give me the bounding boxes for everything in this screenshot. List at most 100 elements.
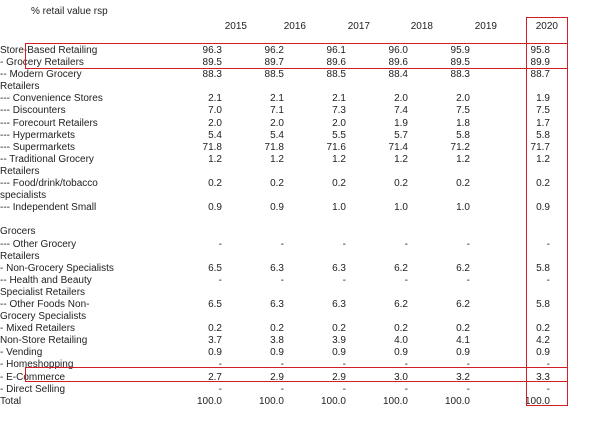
value-cell: 89.9 [530,57,550,69]
value-cell [470,311,550,323]
value-cell: 1.2 [332,153,346,165]
value-cell: 2.0 [332,117,346,129]
value-cell [222,311,284,323]
value-cell: 3.3 [536,371,550,383]
value-cell: 95.8 [530,45,550,56]
value-cell: 100.0 [444,395,470,407]
table-row: --- Other Grocery - - - - - - [0,239,550,251]
table-row: - Non-Grocery Specialists 6.5 6.3 6.3 6.2 6.2… [0,263,550,275]
value-cell [222,287,284,299]
value-cell: 100.0 [196,395,222,407]
value-cell: - [404,383,408,395]
value-cell: 6.3 [270,298,284,310]
year-header-row: 2015 2016 2017 2018 2019 2020 [0,21,596,33]
table-row: Non-Store Retailing 3.7 3.8 3.9 4.0 4.1 4.2 [0,335,550,347]
value-cell: 71.2 [450,141,470,153]
row-label: -- Health and Beauty [0,274,92,286]
value-cell: 1.0 [456,202,470,214]
table-row: --- Independent Small 0.9 0.9 1.0 1.0 1.0 0.9 [0,202,550,214]
value-cell: 71.8 [264,141,284,153]
value-cell: 5.7 [394,129,408,141]
table-row: Grocery Specialists [0,311,550,323]
value-cell: 71.7 [530,141,550,153]
row-label: --- Discounters [0,105,66,117]
value-cell: 2.1 [332,93,346,105]
value-cell: - [546,274,550,286]
value-cell: 2.0 [456,93,470,105]
value-cell: 1.0 [332,202,346,214]
value-cell [470,251,550,263]
value-cell: 6.5 [208,262,222,274]
value-cell [470,81,550,93]
value-cell: 88.5 [326,69,346,81]
value-cell [165,287,222,299]
value-cell: 3.0 [394,371,408,383]
value-cell: - [546,238,550,250]
value-cell [222,81,284,93]
value-cell [284,251,346,263]
row-label: Non-Store Retailing [0,335,88,347]
value-cell: 3.9 [332,335,346,347]
value-cell: 96.3 [202,45,222,56]
value-cell: 0.2 [270,178,284,190]
value-cell [165,166,222,178]
value-cell: 2.0 [270,117,284,129]
value-cell: - [466,274,470,286]
value-cell: 100.0 [258,395,284,407]
table-row [0,214,550,226]
table-row: specialists [0,190,550,202]
value-cell: 6.2 [456,262,470,274]
value-cell: - [342,238,346,250]
value-cell: 7.5 [536,105,550,117]
value-cell [408,226,470,238]
value-cell: - [280,383,284,395]
value-cell: 1.2 [394,153,408,165]
year-header: 2015 [224,21,247,32]
table-row: - Direct Selling - - - - - - [0,384,550,396]
value-cell [165,214,222,226]
row-label: Grocery Specialists [0,311,87,323]
value-cell: 89.6 [388,57,408,69]
value-cell: - [466,383,470,395]
value-cell: - [342,383,346,395]
value-cell: 88.3 [202,69,222,81]
value-cell [284,311,346,323]
value-cell: 4.0 [394,335,408,347]
value-cell [222,214,284,226]
row-label: -- Modern Grocery [0,69,82,81]
value-cell: 0.9 [536,202,550,214]
value-cell: 0.9 [456,347,470,359]
value-cell: - [218,383,222,395]
value-cell: 89.5 [450,57,470,69]
value-cell [346,287,408,299]
value-cell [222,190,284,202]
value-cell: 0.2 [208,178,222,190]
value-cell [284,166,346,178]
unit-label: % retail value rsp [31,6,108,17]
row-label: --- Other Grocery [0,238,77,250]
value-cell: 3.2 [456,371,470,383]
row-label: - Direct Selling [0,383,66,395]
value-cell: 1.2 [536,153,550,165]
value-cell: 1.9 [394,117,408,129]
value-cell: 71.4 [388,141,408,153]
table-row: -- Other Foods Non- 6.5 6.3 6.3 6.2 6.2 5.8 [0,299,550,311]
value-cell: 6.2 [394,262,408,274]
value-cell: 0.2 [394,178,408,190]
row-label: --- Convenience Stores [0,93,103,105]
value-cell [408,214,470,226]
value-cell [284,226,346,238]
value-cell [346,251,408,263]
value-cell: - [466,238,470,250]
value-cell: 0.2 [332,323,346,335]
value-cell [165,251,222,263]
value-cell: 5.4 [270,129,284,141]
value-cell: 0.9 [536,347,550,359]
value-cell: 0.2 [394,323,408,335]
row-label: Retailers [0,165,40,177]
value-cell [284,190,346,202]
value-cell: 88.5 [264,69,284,81]
value-cell [284,287,346,299]
value-cell: 88.4 [388,69,408,81]
value-cell [408,166,470,178]
